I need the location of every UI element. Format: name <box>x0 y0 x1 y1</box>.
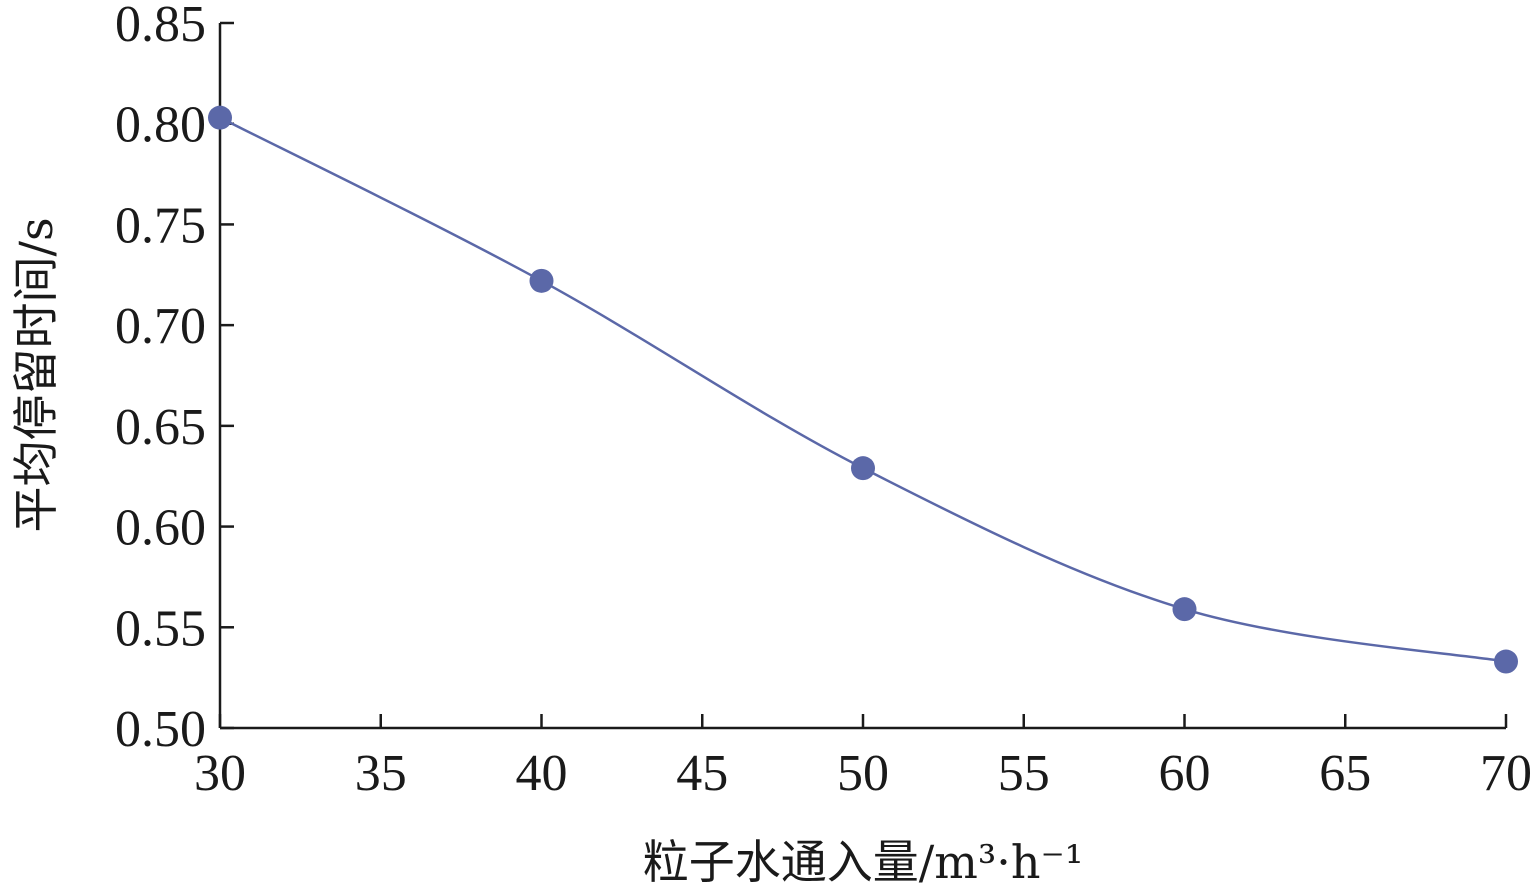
data-point <box>1172 597 1197 622</box>
data-point <box>208 105 232 130</box>
axes <box>218 23 1506 730</box>
series-line <box>219 116 1507 663</box>
x-tick-label: 35 <box>355 745 407 802</box>
x-tick-label: 70 <box>1480 745 1532 802</box>
x-axis-title: 粒子水通入量/m³·h⁻¹ <box>643 835 1084 888</box>
y-tick-label: 0.65 <box>115 399 206 456</box>
x-tick-label: 65 <box>1319 745 1371 802</box>
y-tick-label: 0.75 <box>115 197 206 254</box>
x-ticks: 30 35 40 45 50 55 60 65 70 <box>194 714 1532 802</box>
y-axis-title: 平均停留时间/s <box>9 217 63 532</box>
y-tick-label: 0.50 <box>115 701 206 758</box>
y-tick-label: 0.80 <box>115 97 206 154</box>
y-tick-label: 0.70 <box>115 298 206 355</box>
x-tick-label: 50 <box>837 745 889 802</box>
x-tick-label: 55 <box>998 745 1050 802</box>
y-tick-label: 0.55 <box>115 600 206 657</box>
y-ticks: 0.50 0.55 0.60 0.65 0.70 0.75 0.80 0.85 <box>115 0 234 758</box>
data-point <box>851 456 875 481</box>
y-tick-label: 0.85 <box>115 0 206 53</box>
x-tick-label: 60 <box>1159 745 1211 802</box>
x-tick-label: 40 <box>516 745 568 802</box>
series-group <box>208 105 1518 674</box>
data-point <box>1494 649 1518 674</box>
y-tick-label: 0.60 <box>115 500 206 557</box>
data-point <box>529 268 554 293</box>
x-tick-label: 45 <box>676 745 728 802</box>
x-tick-label: 30 <box>194 745 246 802</box>
